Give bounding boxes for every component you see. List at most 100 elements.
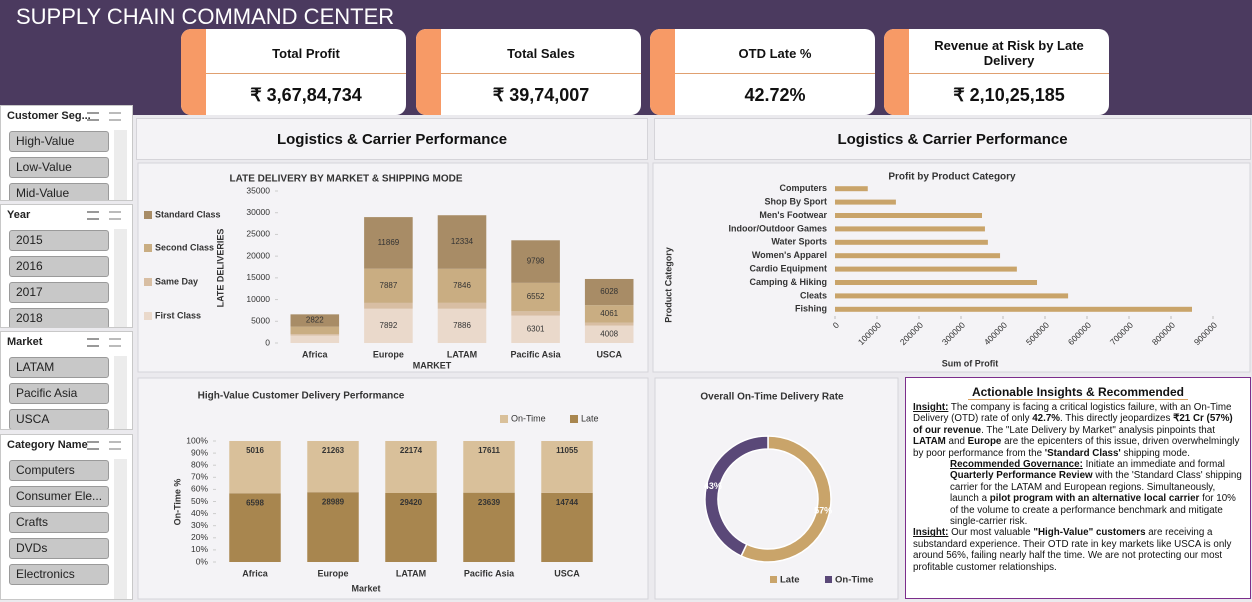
slicer-item[interactable]: USCA: [9, 409, 109, 429]
data-label: 57%: [814, 506, 832, 516]
bar-segment: [584, 322, 634, 326]
x-tick-label: Pacific Asia: [464, 568, 515, 578]
data-label: 17611: [478, 446, 500, 455]
slicer-item[interactable]: Mid-Value: [9, 183, 109, 200]
data-label: 7887: [380, 281, 398, 290]
slicer-item[interactable]: 2016: [9, 256, 109, 277]
slicer-item[interactable]: LATAM: [9, 357, 109, 378]
insight-text: 42.7%: [1032, 413, 1061, 425]
data-label: 12334: [451, 237, 474, 246]
legend-swatch: [570, 415, 578, 423]
insight-paragraph: Insight: Our most valuable "High-Value" …: [913, 527, 1243, 573]
legend-swatch: [144, 211, 152, 219]
clear-filter-icon[interactable]: [109, 441, 121, 450]
bar-segment: [541, 441, 593, 493]
slicer-item[interactable]: Electronics: [9, 564, 109, 585]
slicer-item[interactable]: Pacific Asia: [9, 383, 109, 404]
chart-title: Overall On-Time Delivery Rate: [700, 392, 844, 403]
slicer-item[interactable]: 2015: [9, 230, 109, 251]
slicer-title: Category Name: [7, 439, 88, 451]
x-tick-label: Europe: [373, 349, 404, 359]
x-tick-label: LATAM: [396, 568, 426, 578]
bar-segment: [385, 493, 437, 562]
kpi-card: Revenue at Risk by Late Delivery ₹ 2,10,2…: [884, 29, 1109, 115]
slicer-item[interactable]: Computers: [9, 460, 109, 481]
kpi-divider: [909, 73, 1109, 74]
kpi-accent: [650, 29, 675, 115]
slicer-item[interactable]: 2017: [9, 282, 109, 303]
chart-title: High-Value Customer Delivery Performance: [198, 391, 405, 402]
y-tick-label: Cleats: [800, 290, 827, 300]
legend-label: Late: [780, 575, 800, 586]
y-tick-label: 20000: [246, 250, 270, 260]
data-label: 43%: [704, 481, 722, 491]
clear-filter-icon[interactable]: [109, 112, 121, 121]
legend-label: On-Time: [511, 413, 546, 423]
legend-label: Standard Class: [155, 209, 221, 219]
bar: [835, 186, 868, 192]
y-tick-label: 0%: [196, 556, 209, 566]
kpi-value: 42.72%: [744, 85, 806, 105]
y-tick-label: 100%: [186, 435, 208, 445]
bar-segment: [290, 326, 340, 335]
insight-text: for 10% of the volume to create a perfor…: [950, 493, 1236, 528]
y-tick-label: Fishing: [795, 304, 827, 314]
kpi-value: ₹ 3,67,84,734: [250, 85, 362, 105]
bar-segment: [307, 441, 359, 493]
chart-title: Profit by Product Category: [888, 172, 1016, 183]
y-tick-label: 40%: [191, 508, 208, 518]
multi-select-icon[interactable]: [87, 338, 99, 347]
bar-segment: [229, 493, 281, 562]
kpi-value: ₹ 2,10,25,185: [953, 85, 1065, 105]
bar-segment: [364, 302, 413, 309]
legend-label: Late: [581, 413, 599, 423]
y-tick-label: 60%: [191, 484, 208, 494]
insight-text: Initiate an immediate and formal: [1082, 459, 1225, 471]
dashboard-title: SUPPLY CHAIN COMMAND CENTER: [16, 4, 395, 29]
bar-segment: [290, 334, 340, 336]
insights-title: Actionable Insights & Recommended: [968, 385, 1188, 400]
bar-segment: [584, 278, 634, 306]
slicer: Market LATAM Pacific Asia USCA: [0, 331, 133, 430]
bar: [835, 199, 896, 205]
slicer-item[interactable]: Consumer Ele...: [9, 486, 109, 507]
bar: [835, 253, 1001, 259]
x-axis-label: MARKET: [413, 360, 452, 370]
y-tick-label: Water Sports: [771, 237, 827, 247]
slicer-title: Market: [7, 336, 43, 348]
slicer-item[interactable]: High-Value: [9, 131, 109, 152]
slicer-item[interactable]: DVDs: [9, 538, 109, 559]
x-tick-label: Europe: [317, 568, 348, 578]
bar-segment: [541, 492, 593, 562]
insight-text: ₹21 Cr (57%) of our revenue: [913, 413, 1233, 436]
bar: [835, 226, 985, 232]
clear-filter-icon[interactable]: [109, 211, 121, 220]
slicer-item[interactable]: Low-Value: [9, 157, 109, 178]
data-label: 11869: [378, 238, 400, 247]
data-label: 28989: [322, 497, 345, 506]
data-label: 21263: [322, 446, 345, 455]
scrollbar: [114, 356, 127, 429]
slicer-item[interactable]: Crafts: [9, 512, 109, 533]
kpi-divider: [206, 73, 406, 74]
y-tick-label: 90%: [191, 447, 208, 457]
legend-label: On-Time: [835, 575, 873, 586]
clear-filter-icon[interactable]: [109, 338, 121, 347]
insight-text: Europe: [967, 436, 1002, 448]
multi-select-icon[interactable]: [87, 441, 99, 450]
y-tick-label: 50%: [191, 496, 208, 506]
bar-segment: [364, 268, 413, 303]
bar-segment: [385, 441, 437, 494]
scrollbar: [114, 229, 127, 327]
x-axis-label: Sum of Profit: [942, 358, 999, 368]
insights-panel: Actionable Insights & Recommended Insight…: [905, 377, 1251, 599]
kpi-divider: [675, 73, 875, 74]
legend-swatch: [770, 576, 777, 583]
slicer-item[interactable]: 2018: [9, 308, 109, 327]
bar-segment: [364, 308, 413, 343]
multi-select-icon[interactable]: [87, 211, 99, 220]
multi-select-icon[interactable]: [87, 112, 99, 121]
insight-text: Our most valuable: [948, 527, 1034, 539]
legend-label: Same Day: [155, 276, 198, 286]
